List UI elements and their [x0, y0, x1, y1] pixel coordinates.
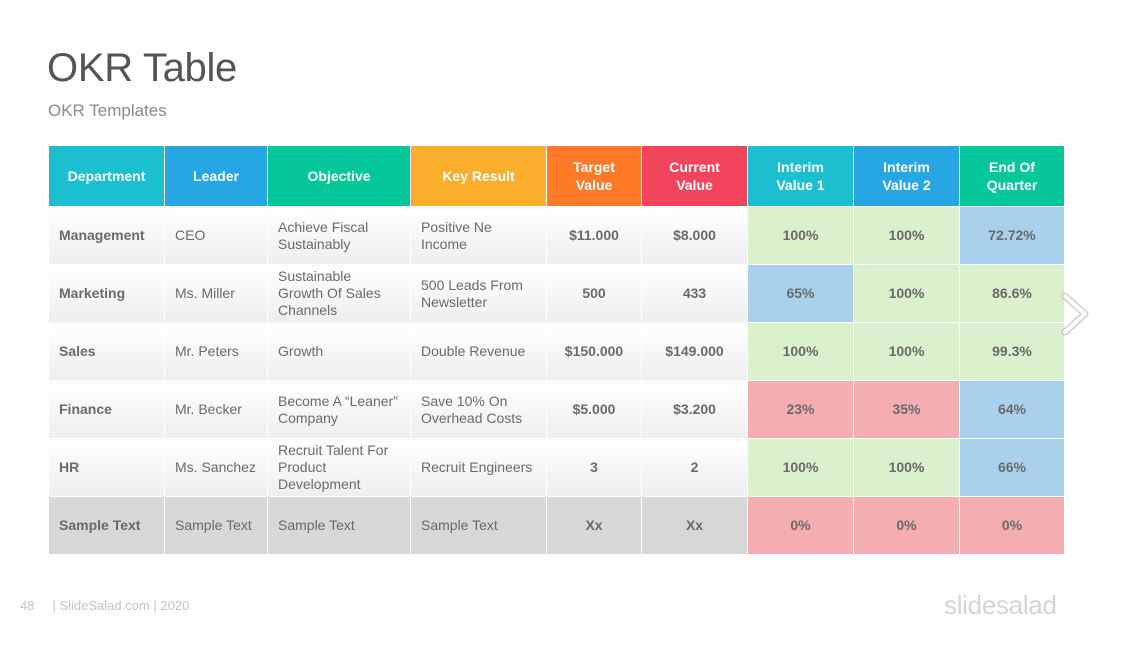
cell-key-result: Recruit Engineers [410, 438, 547, 497]
cell-end-of-quarter: 72.72% [959, 206, 1065, 265]
cell-objective: Sustainable Growth Of Sales Channels [267, 264, 411, 323]
cell-end-of-quarter: 86.6% [959, 264, 1065, 323]
header-current-value: Current Value [641, 145, 748, 207]
cell-department: Management [48, 206, 165, 265]
cell-objective: Sample Text [267, 496, 411, 555]
header-target-value: Target Value [546, 145, 642, 207]
cell-current: 433 [641, 264, 748, 323]
cell-objective: Achieve Fiscal Sustainably [267, 206, 411, 265]
header-interim-value-2: Interim Value 2 [853, 145, 960, 207]
cell-leader: Mr. Peters [164, 322, 268, 381]
cell-leader: Ms. Sanchez [164, 438, 268, 497]
cell-end-of-quarter: 64% [959, 380, 1065, 439]
okr-table: Department Leader Objective Key Result T… [48, 145, 1065, 555]
chevron-right-icon [1061, 292, 1089, 336]
cell-interim-2: 100% [853, 264, 960, 323]
cell-department: Sample Text [48, 496, 165, 555]
cell-key-result: Save 10% On Overhead Costs [410, 380, 547, 439]
cell-target: $150.000 [546, 322, 642, 381]
table-row: Sales Mr. Peters Growth Double Revenue $… [48, 322, 1065, 381]
table-row: Marketing Ms. Miller Sustainable Growth … [48, 264, 1065, 323]
next-slide-button[interactable] [1058, 290, 1092, 338]
cell-target: $5.000 [546, 380, 642, 439]
cell-end-of-quarter: 99.3% [959, 322, 1065, 381]
cell-leader: Ms. Miller [164, 264, 268, 323]
table-header-row: Department Leader Objective Key Result T… [48, 145, 1065, 207]
header-interim-value-1: Interim Value 1 [747, 145, 854, 207]
header-department: Department [48, 145, 165, 207]
cell-objective: Become A “Leaner” Company [267, 380, 411, 439]
cell-current: 2 [641, 438, 748, 497]
cell-department: HR [48, 438, 165, 497]
cell-interim-2: 100% [853, 438, 960, 497]
cell-objective: Growth [267, 322, 411, 381]
cell-interim-1: 23% [747, 380, 854, 439]
header-objective: Objective [267, 145, 411, 207]
table-row: Finance Mr. Becker Become A “Leaner” Com… [48, 380, 1065, 439]
cell-key-result: 500 Leads From Newsletter [410, 264, 547, 323]
cell-target: $11.000 [546, 206, 642, 265]
cell-interim-2: 35% [853, 380, 960, 439]
footer-credit: | SlideSalad.com | 2020 [52, 598, 190, 613]
cell-interim-2: 100% [853, 322, 960, 381]
cell-interim-2: 0% [853, 496, 960, 555]
cell-objective: Recruit Talent For Product Development [267, 438, 411, 497]
cell-current: Xx [641, 496, 748, 555]
cell-leader: Sample Text [164, 496, 268, 555]
cell-department: Marketing [48, 264, 165, 323]
cell-interim-2: 100% [853, 206, 960, 265]
cell-key-result: Double Revenue [410, 322, 547, 381]
cell-current: $149.000 [641, 322, 748, 381]
cell-interim-1: 100% [747, 438, 854, 497]
cell-department: Finance [48, 380, 165, 439]
header-end-of-quarter: End Of Quarter [959, 145, 1065, 207]
cell-target: 500 [546, 264, 642, 323]
page-title: OKR Table [47, 46, 237, 90]
cell-target: 3 [546, 438, 642, 497]
page-subtitle: OKR Templates [48, 101, 167, 120]
cell-interim-1: 100% [747, 206, 854, 265]
header-leader: Leader [164, 145, 268, 207]
header-key-result: Key Result [410, 145, 547, 207]
cell-interim-1: 100% [747, 322, 854, 381]
cell-end-of-quarter: 0% [959, 496, 1065, 555]
cell-interim-1: 65% [747, 264, 854, 323]
page-number: 48 [20, 598, 35, 613]
brand-logo: slidesalad [944, 590, 1057, 620]
cell-target: Xx [546, 496, 642, 555]
cell-current: $8.000 [641, 206, 748, 265]
table-row: Management CEO Achieve Fiscal Sustainabl… [48, 206, 1065, 265]
cell-end-of-quarter: 66% [959, 438, 1065, 497]
cell-key-result: Sample Text [410, 496, 547, 555]
cell-interim-1: 0% [747, 496, 854, 555]
cell-current: $3.200 [641, 380, 748, 439]
cell-leader: CEO [164, 206, 268, 265]
table-row: HR Ms. Sanchez Recruit Talent For Produc… [48, 438, 1065, 497]
cell-department: Sales [48, 322, 165, 381]
cell-key-result: Positive Ne Income [410, 206, 547, 265]
footer: 48 | SlideSalad.com | 2020 [20, 598, 189, 613]
cell-leader: Mr. Becker [164, 380, 268, 439]
table-row-sample: Sample Text Sample Text Sample Text Samp… [48, 496, 1065, 555]
